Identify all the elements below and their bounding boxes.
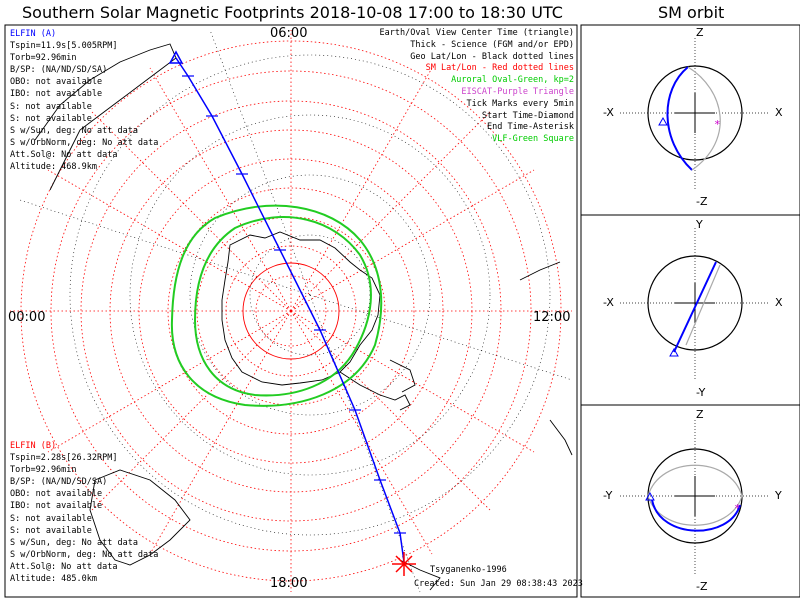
elfin-b-line: IBO: not available <box>10 501 103 512</box>
elfin-b-line: B/SP: (NA/ND/SD/SA) <box>10 477 108 488</box>
polar-map <box>10 29 573 593</box>
elfin-b-line: S w/Sun, deg: No att data <box>10 537 138 548</box>
elfin-a-panel: ELFIN (A) Tspin=11.9s[5.005RPM] Torb=92.… <box>10 28 158 173</box>
track-ticks <box>182 75 406 534</box>
elfin-b-line: S w/OrbNorm, deg: No att data <box>10 549 159 560</box>
orbit-2-top-label: Y <box>696 218 703 231</box>
elfin-b-line: OBO: not available <box>10 489 103 500</box>
elfin-a-line: Att.Sol@: No att data <box>10 149 118 160</box>
orbit-2-bottom-label: -Y <box>696 386 706 399</box>
elfin-a-line: S: not available <box>10 113 92 124</box>
mlt-label-left: 00:00 <box>8 310 46 325</box>
map-frame <box>4 24 578 598</box>
elfin-a-line: S w/OrbNorm, deg: No att data <box>10 137 159 148</box>
elfin-a-track <box>175 57 405 563</box>
orbit-1-left-label: -X <box>603 106 614 119</box>
elfin-a-line: S: not available <box>10 101 92 112</box>
sm-grid <box>10 30 572 592</box>
elfin-a-line: Tspin=11.9s[5.005RPM] <box>10 41 118 52</box>
sm-pole-circle <box>242 262 340 360</box>
elfin-b-line: Altitude: 485.0km <box>10 574 97 585</box>
svg-text:*: * <box>714 118 721 131</box>
elfin-b-line: Tspin=2.28s[26.32RPM] <box>10 453 118 464</box>
orbit-3-left-label: -Y <box>603 489 613 502</box>
elfin-a-line: OBO: not available <box>10 77 103 88</box>
orbit-3-top-label: Z <box>696 408 704 421</box>
orbit-1-right-label: X <box>775 106 783 119</box>
legend-entry: Thick - Science (FGM and/or EPD) <box>410 39 574 50</box>
mlt-label-bottom: 18:00 <box>270 576 308 591</box>
coastlines <box>34 43 573 591</box>
orbit-1-bottom-label: -Z <box>696 195 708 208</box>
end-asterisk <box>392 552 416 576</box>
legend-entry: Earth/Oval View Center Time (triangle) <box>379 28 574 38</box>
orbit-2-right-label: X <box>775 296 783 309</box>
elfin-a-line: Altitude: 468.9km <box>10 162 97 173</box>
orbit-3-bottom-label: -Z <box>696 580 708 593</box>
elfin-b-panel: ELFIN (B) Tspin=2.28s[26.32RPM] Torb=92.… <box>10 440 158 585</box>
legend-entry: Auroral Oval-Green, kp=2 <box>451 75 574 86</box>
elfin-a-name: ELFIN (A) <box>10 29 57 39</box>
elfin-a-line: B/SP: (NA/ND/SD/SA) <box>10 65 108 76</box>
legend-entry: Geo Lat/Lon - Black dotted lines <box>410 51 574 62</box>
elfin-b-line: S: not available <box>10 525 92 536</box>
legend-entry: VLF-Green Square <box>492 134 574 145</box>
elfin-a-line: IBO: not available <box>10 89 103 100</box>
orbit-3-right-label: Y <box>775 489 782 502</box>
elfin-a-line: S w/Sun, deg: No att data <box>10 125 138 136</box>
orbit-panels: * * <box>580 24 800 598</box>
mlt-label-right: 12:00 <box>533 310 571 325</box>
legend-entry: End Time-Asterisk <box>487 122 574 133</box>
legend-entry: SM Lat/Lon - Red dotted lines <box>425 63 574 74</box>
mlt-label-top: 06:00 <box>270 26 308 41</box>
svg-text:*: * <box>734 502 741 515</box>
model-label: Tsyganenko-1996 <box>430 565 507 575</box>
auroral-oval <box>170 204 383 407</box>
elfin-b-name: ELFIN (B) <box>10 441 57 451</box>
legend-entry: EISCAT-Purple Triangle <box>461 86 574 97</box>
legend-entry: Tick Marks every 5min <box>466 98 574 109</box>
elfin-b-line: Torb=92.96min <box>10 465 77 476</box>
orbit-1-top-label: Z <box>696 26 704 39</box>
plot-title: Southern Solar Magnetic Footprints 2018-… <box>22 3 563 22</box>
orbit-2-left-label: -X <box>603 296 614 309</box>
orbit-panel-title: SM orbit <box>658 3 725 22</box>
elfin-a-line: Torb=92.96min <box>10 53 77 64</box>
legend: Earth/Oval View Center Time (triangle) T… <box>380 28 574 146</box>
elfin-b-line: Att.Sol@: No att data <box>10 561 118 572</box>
elfin-b-line: S: not available <box>10 513 92 524</box>
created-label: Created: Sun Jan 29 08:38:43 2023 <box>414 579 583 589</box>
start-triangle <box>168 50 184 64</box>
legend-entry: Start Time-Diamond <box>481 110 574 121</box>
